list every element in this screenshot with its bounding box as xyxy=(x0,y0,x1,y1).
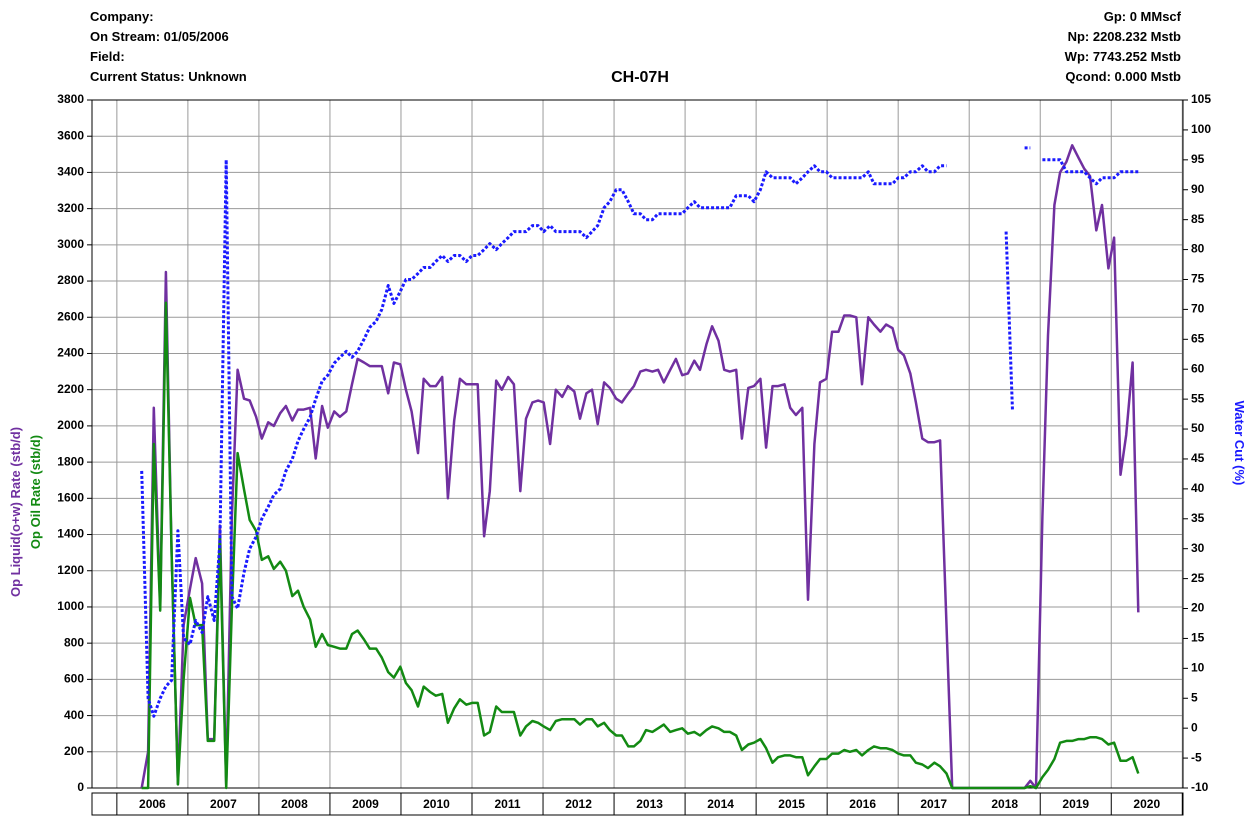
series-line xyxy=(141,301,1140,790)
x-tick-label: 2012 xyxy=(565,797,592,811)
y-axis-title: Op Liquid(o+w) Rate (stb/d) xyxy=(8,427,23,597)
y2-tick-label: 85 xyxy=(1191,212,1205,226)
y-tick-label: 200 xyxy=(64,744,84,758)
y2-tick-label: 15 xyxy=(1191,631,1205,645)
x-tick-label: 2010 xyxy=(423,797,450,811)
x-tick-label: 2019 xyxy=(1062,797,1089,811)
y2-tick-label: 95 xyxy=(1191,152,1205,166)
chart-title: CH-07H xyxy=(611,69,669,86)
y2-tick-label: 70 xyxy=(1191,302,1205,316)
x-tick-label: 2008 xyxy=(281,797,308,811)
y-tick-label: 1600 xyxy=(57,490,84,504)
y2-tick-label: 20 xyxy=(1191,601,1205,615)
header-right: Qcond: 0.000 Mstb xyxy=(1065,69,1181,84)
series-line xyxy=(1042,158,1139,186)
x-tick-label: 2011 xyxy=(494,797,520,811)
header-right: Wp: 7743.252 Mstb xyxy=(1065,49,1181,64)
y2-tick-label: 25 xyxy=(1191,571,1205,585)
y2-tick-label: 40 xyxy=(1191,481,1205,495)
y-tick-label: 0 xyxy=(77,780,84,794)
y-tick-label: 2800 xyxy=(57,273,84,287)
series-line xyxy=(140,158,947,718)
y2-tick-label: 100 xyxy=(1191,122,1211,136)
y2-tick-label: 30 xyxy=(1191,541,1205,555)
y2-tick-label: 0 xyxy=(1191,720,1198,734)
x-tick-label: 2013 xyxy=(636,797,663,811)
x-tick-label: 2009 xyxy=(352,797,379,811)
header-left: Company: xyxy=(90,9,154,24)
header-left: Field: xyxy=(90,49,125,64)
y2-tick-label: 90 xyxy=(1191,182,1205,196)
x-tick-label: 2020 xyxy=(1133,797,1160,811)
x-band xyxy=(91,792,1184,816)
x-tick-label: 2014 xyxy=(707,797,734,811)
y-tick-label: 1800 xyxy=(57,454,84,468)
header-left: On Stream: 01/05/2006 xyxy=(90,29,229,44)
y2-tick-label: 80 xyxy=(1191,242,1205,256)
y-tick-label: 3000 xyxy=(57,237,84,251)
header-right: Gp: 0 MMscf xyxy=(1104,9,1182,24)
x-tick-label: 2007 xyxy=(210,797,237,811)
y2-axis-title: Water Cut (%) xyxy=(1232,401,1247,486)
y-tick-label: 400 xyxy=(64,708,84,722)
y-tick-label: 1400 xyxy=(57,527,84,541)
y-tick-label: 2000 xyxy=(57,418,84,432)
y-tick-label: 3400 xyxy=(57,165,84,179)
y2-tick-label: 50 xyxy=(1191,421,1205,435)
y2-tick-label: 45 xyxy=(1191,451,1205,465)
y2-tick-label: -5 xyxy=(1191,750,1202,764)
plot-frame xyxy=(91,99,1184,789)
y2-tick-label: 75 xyxy=(1191,272,1205,286)
x-tick-label: 2017 xyxy=(920,797,947,811)
x-tick-label: 2018 xyxy=(991,797,1018,811)
y2-tick-label: 105 xyxy=(1191,92,1211,106)
header-right: Np: 2208.232 Mstb xyxy=(1068,29,1181,44)
y-tick-label: 3600 xyxy=(57,128,84,142)
header-left: Current Status: Unknown xyxy=(90,69,247,84)
y-tick-label: 2400 xyxy=(57,346,84,360)
x-tick-label: 2006 xyxy=(139,797,166,811)
y-tick-label: 2200 xyxy=(57,382,84,396)
y-tick-label: 800 xyxy=(64,635,84,649)
y2-tick-label: 35 xyxy=(1191,511,1205,525)
y-tick-label: 1000 xyxy=(57,599,84,613)
y2-tick-label: -10 xyxy=(1191,780,1209,794)
y-tick-label: 3800 xyxy=(57,92,84,106)
y-tick-label: 1200 xyxy=(57,563,84,577)
y-tick-label: 3200 xyxy=(57,201,84,215)
y-tick-label: 600 xyxy=(64,672,84,686)
y-tick-label: 2600 xyxy=(57,309,84,323)
y-axis-title: Op Oil Rate (stb/d) xyxy=(28,435,43,549)
plot-background xyxy=(92,100,1183,788)
x-tick-label: 2015 xyxy=(778,797,805,811)
y2-tick-label: 5 xyxy=(1191,690,1198,704)
y2-tick-label: 55 xyxy=(1191,391,1205,405)
y2-tick-label: 10 xyxy=(1191,661,1205,675)
y2-tick-label: 65 xyxy=(1191,331,1205,345)
y2-tick-label: 60 xyxy=(1191,361,1205,375)
x-tick-label: 2016 xyxy=(849,797,876,811)
